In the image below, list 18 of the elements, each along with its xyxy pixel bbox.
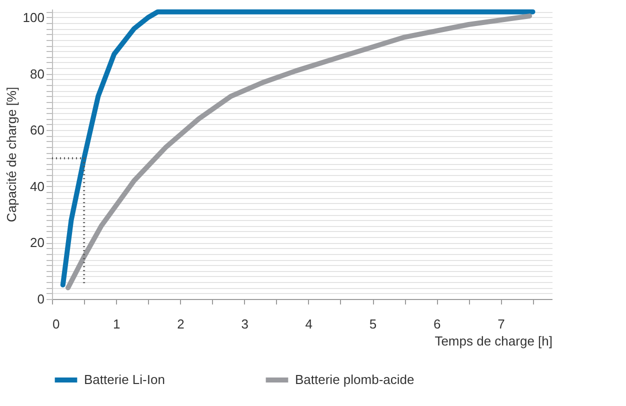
legend-label: Batterie Li-Ion [84,372,165,387]
y-tick-label: 40 [30,178,44,194]
x-tick-label: 7 [498,316,505,332]
x-tick-label: 2 [177,316,184,332]
y-tick-label: 100 [22,10,44,25]
x-axis-title: Temps de charge [h] [434,334,552,348]
y-axis-title: Capacité de charge [%] [4,86,19,222]
x-tick-label: 0 [52,316,60,332]
legend-label: Batterie plomb-acide [295,372,414,387]
x-tick-label: 5 [369,316,377,332]
y-tick-label: 60 [30,122,44,138]
x-tick-label: 3 [241,316,248,332]
x-tick-label: 6 [434,316,441,332]
y-tick-label: 0 [37,292,44,306]
x-tick-label: 4 [305,316,313,332]
y-tick-label: 20 [30,235,44,250]
x-tick-label: 1 [112,316,120,332]
y-tick-label: 80 [30,66,44,82]
